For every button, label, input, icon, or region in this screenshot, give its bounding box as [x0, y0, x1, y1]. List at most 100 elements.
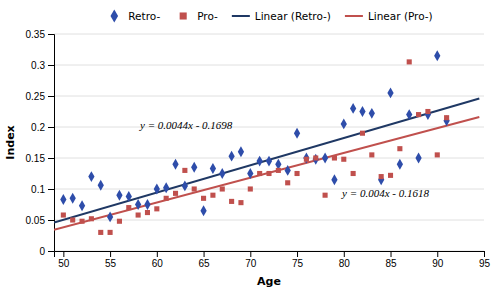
tick: 60: [152, 251, 164, 269]
point: [61, 212, 66, 217]
point: [247, 168, 253, 179]
legend-label: Linear (Retro-): [255, 10, 331, 22]
legend-label: Retro-: [128, 10, 160, 22]
point: [257, 171, 262, 176]
y-axis-title: Index: [4, 125, 17, 159]
tick-mark: [297, 251, 298, 257]
tick-mark: [110, 251, 111, 257]
axis-line: [55, 252, 485, 258]
point: [154, 206, 159, 211]
grid-line: [54, 127, 484, 128]
point: [136, 212, 141, 217]
x-axis: 50556065707580859095: [55, 251, 491, 269]
series: [60, 50, 450, 222]
point: [201, 196, 206, 201]
tick: 95: [479, 251, 491, 269]
point: [70, 193, 76, 204]
tick-mark: [250, 251, 251, 257]
point: [228, 151, 234, 162]
point: [219, 168, 225, 179]
point: [276, 168, 281, 173]
trend-line: [54, 117, 479, 230]
tick-label: 0.35: [26, 29, 46, 40]
point: [89, 216, 94, 221]
legend-item: Linear (Retro-): [232, 10, 331, 22]
point: [304, 157, 309, 162]
tick: 0.35: [26, 29, 54, 40]
point: [323, 193, 328, 198]
point: [415, 153, 421, 164]
point: [294, 171, 299, 176]
point: [238, 200, 243, 205]
tick: 75: [292, 251, 304, 269]
legend-item: Linear (Pro-): [345, 10, 433, 22]
tick: 50: [58, 251, 70, 269]
annotation: y = 0.004x - 0.1618: [341, 187, 429, 199]
tick-label: 50: [58, 258, 70, 269]
legend-label: Pro-: [197, 10, 218, 22]
tick-mark: [344, 251, 345, 257]
tick-label: 0.15: [26, 153, 46, 164]
point: [98, 180, 104, 191]
tick-mark: [437, 251, 438, 257]
legend-swatch: [180, 12, 187, 19]
tick: 80: [339, 251, 351, 269]
legend-swatch: [110, 9, 118, 22]
tick-label: 0.25: [26, 91, 46, 102]
tick-mark: [48, 96, 54, 97]
legend-label: Linear (Pro-): [368, 10, 433, 22]
annotation: y = 0.0044x - 0.1698: [139, 119, 233, 131]
point: [378, 174, 384, 185]
point: [107, 211, 113, 222]
tick: 0.15: [26, 153, 54, 164]
point: [191, 162, 197, 173]
tick-label: 0.05: [26, 215, 46, 226]
point: [387, 87, 393, 98]
point: [192, 186, 197, 191]
point: [248, 186, 253, 191]
point: [444, 115, 449, 120]
point: [360, 131, 365, 136]
point: [210, 163, 216, 174]
y-axis: 00.050.10.150.20.250.30.35: [26, 29, 55, 257]
tick: 0.2: [31, 122, 54, 133]
point: [425, 109, 431, 120]
point: [70, 217, 75, 222]
point: [285, 165, 291, 176]
point: [88, 171, 94, 182]
point: [116, 190, 122, 201]
point: [135, 199, 141, 210]
point: [163, 182, 169, 193]
point: [313, 154, 319, 165]
point: [257, 156, 263, 167]
tick-label: 0.2: [31, 122, 45, 133]
tick-label: 85: [385, 258, 397, 269]
grid-line: [54, 65, 484, 66]
grid-line: [54, 34, 484, 35]
point: [351, 171, 356, 176]
tick-label: 0: [39, 246, 45, 257]
point: [322, 153, 328, 164]
tick-label: 90: [432, 258, 444, 269]
point: [266, 156, 272, 167]
tick: 0.1: [31, 184, 54, 195]
legend-swatch: [345, 15, 363, 17]
tick-mark: [157, 251, 158, 257]
point: [379, 174, 384, 179]
point: [154, 184, 160, 195]
point: [350, 103, 356, 114]
point: [369, 152, 374, 157]
axis-line: [48, 35, 55, 252]
legend-swatch: [232, 15, 250, 17]
point: [220, 186, 225, 191]
point: [443, 115, 449, 126]
legend: Retro- Pro- Linear (Retro-) Linear (Pro-): [110, 9, 432, 22]
tick-label: 95: [479, 258, 491, 269]
point: [98, 230, 103, 235]
tick: 70: [245, 251, 257, 269]
point: [144, 199, 150, 210]
tick-mark: [48, 34, 54, 35]
point: [425, 109, 430, 114]
tick: 0: [39, 246, 54, 257]
chart: 5055606570758085909500.050.10.150.20.250…: [0, 0, 500, 291]
